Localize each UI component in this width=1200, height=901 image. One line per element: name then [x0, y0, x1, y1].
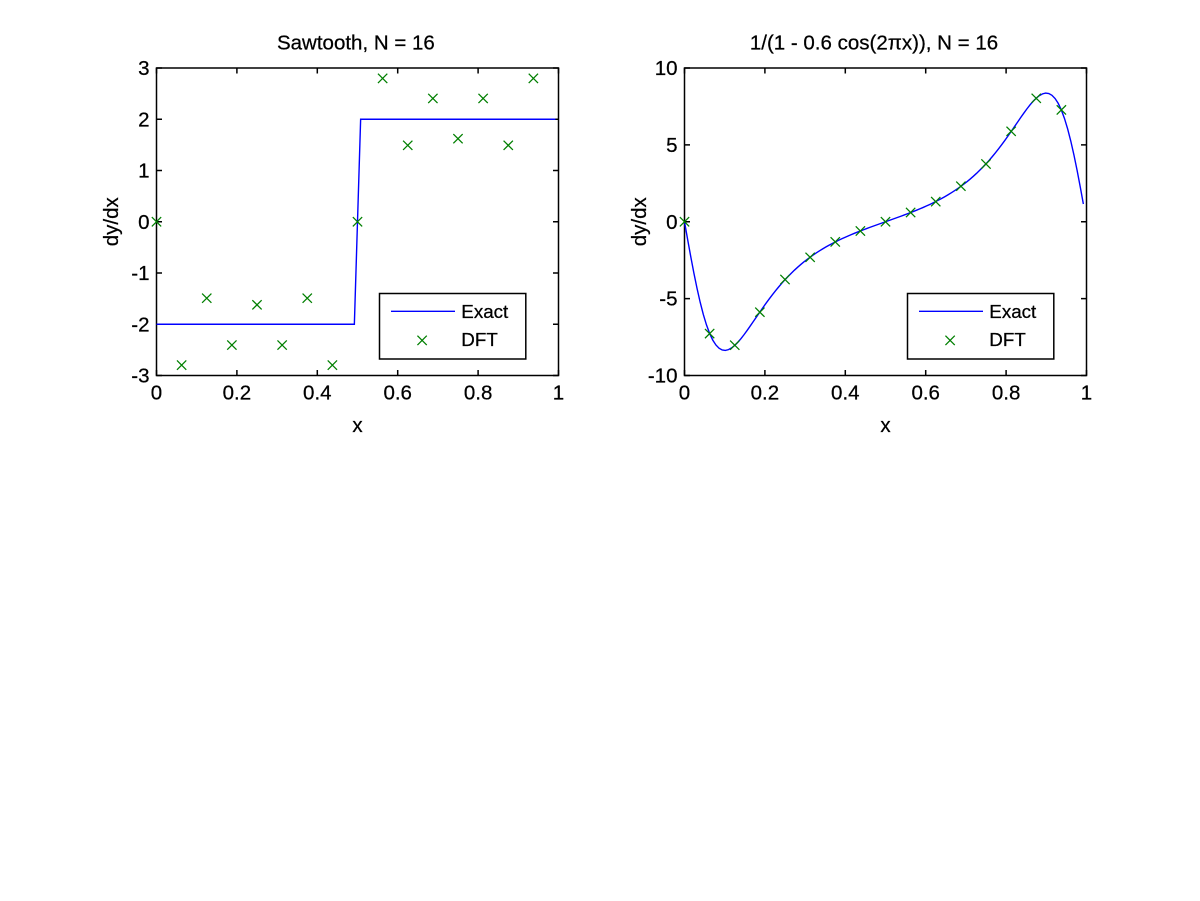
svg-text:1: 1	[553, 382, 564, 405]
svg-text:0.4: 0.4	[831, 382, 860, 405]
svg-text:0.6: 0.6	[383, 382, 412, 405]
svg-text:DFT: DFT	[461, 329, 498, 350]
svg-text:0: 0	[679, 382, 690, 405]
svg-text:1: 1	[138, 160, 149, 183]
svg-text:0.2: 0.2	[223, 382, 252, 405]
svg-text:x: x	[880, 414, 891, 437]
svg-text:0.8: 0.8	[992, 382, 1021, 405]
svg-text:-2: -2	[131, 313, 149, 336]
svg-text:dy/dx: dy/dx	[100, 197, 123, 247]
svg-text:x: x	[352, 414, 363, 437]
svg-text:-1: -1	[131, 262, 149, 285]
svg-text:DFT: DFT	[989, 329, 1026, 350]
svg-text:10: 10	[655, 57, 678, 80]
svg-text:0: 0	[666, 211, 677, 234]
svg-text:Sawtooth, N = 16: Sawtooth, N = 16	[277, 32, 435, 55]
svg-text:1/(1 - 0.6 cos(2πx)), N = 16: 1/(1 - 0.6 cos(2πx)), N = 16	[750, 32, 998, 55]
svg-text:3: 3	[138, 57, 149, 80]
svg-text:2: 2	[138, 108, 149, 131]
svg-text:-10: -10	[648, 365, 678, 388]
svg-text:dy/dx: dy/dx	[628, 197, 651, 247]
svg-text:Exact: Exact	[989, 301, 1037, 322]
svg-text:Exact: Exact	[461, 301, 509, 322]
svg-text:0.4: 0.4	[303, 382, 332, 405]
svg-text:0: 0	[151, 382, 162, 405]
svg-text:1: 1	[1081, 382, 1092, 405]
svg-text:0: 0	[138, 211, 149, 234]
svg-text:0.6: 0.6	[911, 382, 940, 405]
svg-text:0.2: 0.2	[751, 382, 780, 405]
svg-text:-3: -3	[131, 365, 149, 388]
svg-text:-5: -5	[659, 288, 677, 311]
svg-text:0.8: 0.8	[464, 382, 493, 405]
svg-text:5: 5	[666, 134, 677, 157]
